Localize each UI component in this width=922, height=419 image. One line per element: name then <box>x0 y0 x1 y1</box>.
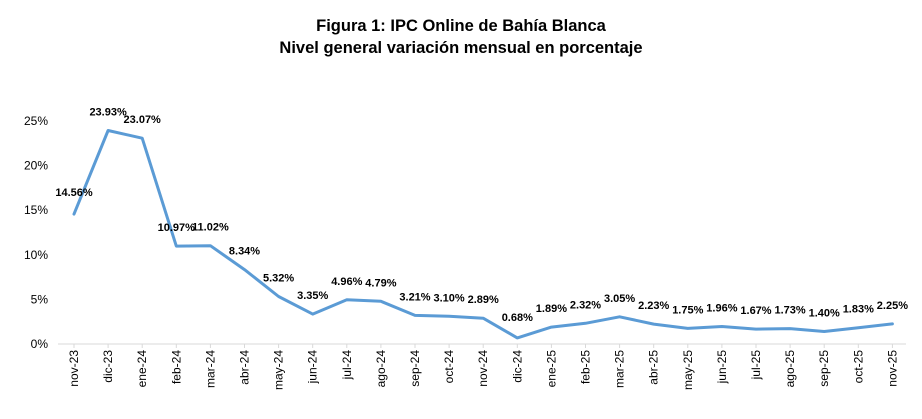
data-label: 23.07% <box>124 114 162 126</box>
data-labels: 14.56% 23.93%23.07% 10.97%11.02%8.34% 5.32%… <box>55 107 908 324</box>
data-label: 8.34% <box>229 246 260 258</box>
x-tick-label: abr-25 <box>647 350 661 385</box>
data-label: 23.93% <box>89 107 127 119</box>
x-tick-label: dic-24 <box>510 350 524 383</box>
data-label: 3.35% <box>297 290 328 302</box>
data-label: 3.21% <box>399 291 430 303</box>
y-tick-label: 15% <box>24 203 48 217</box>
data-label: 1.40% <box>809 308 840 320</box>
y-tick-label: 5% <box>31 292 49 306</box>
data-label: 2.25% <box>877 300 908 312</box>
data-label: 3.05% <box>604 293 635 305</box>
y-tick-label: 20% <box>24 159 48 173</box>
x-tick-label: oct-24 <box>442 350 456 384</box>
x-tick-label: jun-25 <box>715 350 729 385</box>
x-tick-label: nov-25 <box>885 350 899 387</box>
x-tick-label: ene-25 <box>544 350 558 388</box>
data-label: 14.56% <box>55 187 93 199</box>
data-label: 1.73% <box>774 305 805 317</box>
data-label: 1.75% <box>672 304 703 316</box>
x-tick-label: ene-24 <box>135 350 149 388</box>
data-label: 0.68% <box>502 312 533 324</box>
chart-title: Figura 1: IPC Online de Bahía Blanca <box>316 17 606 35</box>
x-tick-label: feb-24 <box>169 350 183 384</box>
x-tick-label: may-24 <box>272 350 286 390</box>
x-tick-label: dic-23 <box>101 350 115 383</box>
y-tick-label: 0% <box>31 337 49 351</box>
x-axis-ticks: nov-23 dic-23 ene-24 feb-24 mar-24 abr-24 may-… <box>67 344 899 390</box>
x-tick-label: ago-25 <box>783 350 797 388</box>
data-label: 2.23% <box>638 300 669 312</box>
data-label: 4.96% <box>331 276 362 288</box>
data-label: 4.79% <box>365 277 396 289</box>
x-tick-label: nov-23 <box>67 350 81 387</box>
x-tick-label: nov-24 <box>476 350 490 387</box>
data-label: 1.89% <box>536 303 567 315</box>
data-label: 10.97% <box>158 222 196 234</box>
data-label: 2.32% <box>570 299 601 311</box>
y-tick-label: 25% <box>24 114 48 128</box>
x-tick-label: jul-24 <box>340 350 354 381</box>
data-label: 1.96% <box>706 303 737 315</box>
x-tick-label: ago-24 <box>374 350 388 388</box>
x-tick-label: sep-25 <box>817 350 831 387</box>
x-tick-label: mar-24 <box>203 350 217 388</box>
data-label: 11.02% <box>192 222 229 234</box>
data-label: 1.83% <box>843 304 874 316</box>
data-label: 5.32% <box>263 273 294 285</box>
x-tick-label: jul-25 <box>749 350 763 381</box>
x-tick-label: sep-24 <box>408 350 422 387</box>
x-tick-label: jun-24 <box>306 350 320 385</box>
x-tick-label: oct-25 <box>851 350 865 384</box>
y-tick-label: 10% <box>24 248 48 262</box>
chart-subtitle: Nivel general variación mensual en porce… <box>279 39 643 57</box>
series-line <box>72 129 894 340</box>
data-label: 1.67% <box>740 305 771 317</box>
x-tick-label: abr-24 <box>238 350 252 385</box>
data-label: 2.89% <box>468 294 499 306</box>
data-label: 3.10% <box>433 292 464 304</box>
x-tick-label: feb-25 <box>579 350 593 384</box>
y-axis-ticks: 0% 5% 10% 15% 20% 25% <box>24 114 48 351</box>
x-tick-label: mar-25 <box>613 350 627 388</box>
x-tick-label: may-25 <box>681 350 695 390</box>
